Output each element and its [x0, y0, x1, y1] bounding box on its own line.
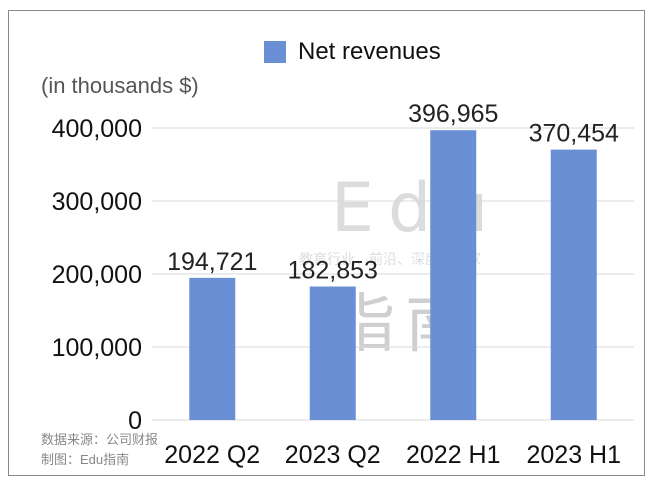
bar — [550, 149, 597, 420]
x-tick-label: 2022 Q2 — [164, 441, 260, 469]
legend-swatch — [264, 41, 286, 63]
source-line-1: 数据来源：公司财报 — [41, 432, 159, 447]
data-label: 396,965 — [408, 100, 498, 128]
y-tick-label: 200,000 — [52, 261, 142, 289]
x-tick-label: 2023 H1 — [526, 441, 621, 469]
bar — [309, 286, 356, 420]
bar — [430, 130, 477, 420]
data-label: 370,454 — [529, 120, 619, 148]
y-tick-label: 400,000 — [52, 115, 142, 143]
x-tick-label: 2023 Q2 — [285, 441, 381, 469]
y-tick-label: 0 — [128, 407, 142, 435]
unit-note: (in thousands $) — [41, 73, 199, 98]
y-tick-label: 100,000 — [52, 334, 142, 362]
bar-chart: 0 100,000 200,000 300,000 400,000 194,721 2022… — [52, 100, 634, 469]
data-label: 194,721 — [167, 248, 257, 276]
legend: Net revenues — [264, 38, 441, 66]
chart-frame: Net revenues (in thousands $) Edu 教育行业、前… — [8, 10, 645, 476]
legend-label: Net revenues — [298, 38, 441, 65]
bar — [189, 277, 236, 420]
source-line-2: 制图：Edu指南 — [41, 452, 130, 467]
data-label: 182,853 — [288, 257, 378, 285]
y-tick-label: 300,000 — [52, 188, 142, 216]
x-tick-label: 2022 H1 — [406, 441, 501, 469]
